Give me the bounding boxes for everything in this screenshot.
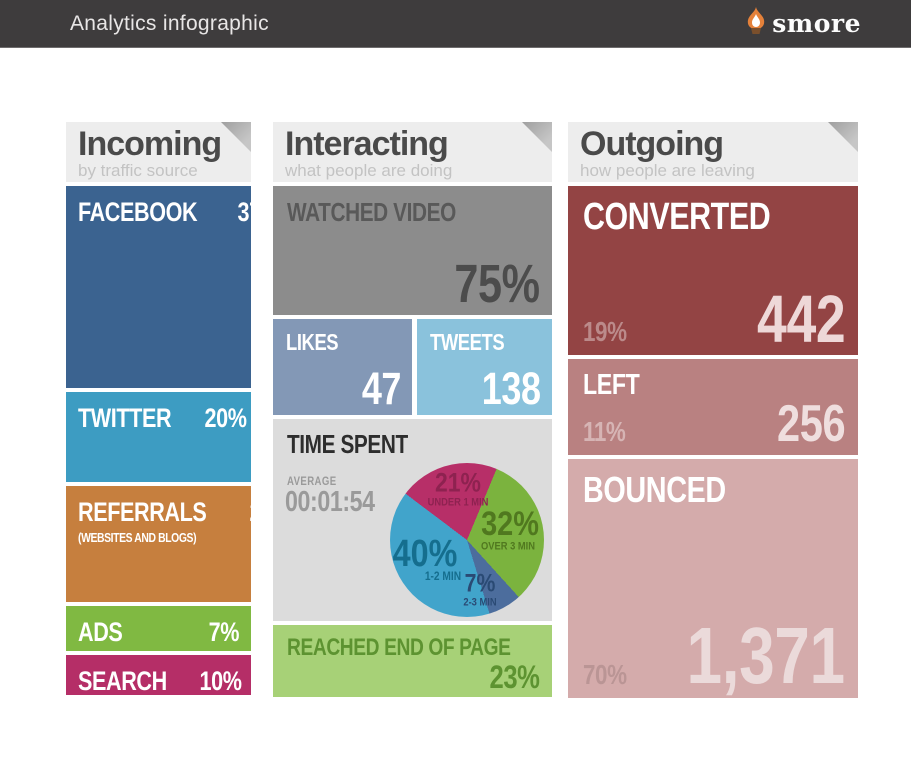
smore-logo[interactable]: smore (745, 7, 861, 40)
pie-value-2-3-min: 7% (464, 569, 496, 598)
bounced-label: BOUNCED (583, 469, 726, 510)
pie-label-1-2-min: 1-2 MIN (424, 569, 462, 583)
interacting-title: Interacting (285, 125, 449, 163)
tweets-value: 138 (482, 363, 541, 414)
converted-count: 442 (756, 282, 846, 357)
average-label: AVERAGE (287, 474, 337, 488)
interacting-header: Interacting what people are doing (273, 122, 552, 182)
incoming-subtitle: by traffic source (78, 161, 198, 180)
watched-video-block: WATCHED VIDEO 75% (273, 186, 552, 315)
pie-value-1-2-min: 40% (392, 533, 458, 575)
referrals-sublabel: (WEBSITES AND BLOGS) (78, 530, 197, 545)
watched-video-label: WATCHED VIDEO (287, 197, 456, 227)
time-spent-pie-chart (390, 463, 544, 617)
incoming-header: Incoming by traffic source (66, 122, 251, 182)
time-spent-block: TIME SPENT AVERAGE 00:01:54 21% UNDER 1 … (273, 419, 552, 621)
time-spent-label: TIME SPENT (287, 429, 408, 459)
watched-video-value: 75% (454, 254, 541, 314)
likes-block: LIKES 47 (273, 319, 412, 415)
incoming-row-referrals: REFERRALS 26% (WEBSITES AND BLOGS) (66, 486, 291, 602)
pie-label-2-3-min: 2-3 MIN (463, 596, 497, 609)
outgoing-row-converted: CONVERTED 19% 442 (568, 186, 858, 355)
outgoing-header: Outgoing how people are leaving (568, 122, 858, 182)
bounced-percent: 70% (583, 659, 627, 690)
incoming-row-facebook: FACEBOOK 37% (66, 186, 280, 388)
outgoing-row-left: LEFT 11% 256 (568, 359, 858, 455)
outgoing-row-bounced: BOUNCED 70% 1,371 (568, 459, 858, 698)
reached-end-value: 23% (489, 659, 540, 695)
pie-value-under-1-min: 21% (435, 467, 481, 498)
reached-end-block: REACHED END OF PAGE 23% (273, 625, 552, 697)
referrals-label: REFERRALS (78, 497, 207, 527)
reached-end-label: REACHED END OF PAGE (287, 634, 511, 661)
search-value: 10% (199, 666, 242, 696)
converted-label: CONVERTED (583, 196, 771, 238)
bounced-count: 1,371 (686, 611, 846, 700)
pie-label-over-3-min: OVER 3 MIN (480, 540, 536, 553)
likes-label: LIKES (286, 329, 339, 355)
tweets-block: TWEETS 138 (417, 319, 552, 415)
ads-label: ADS (78, 617, 123, 647)
pie-label-under-1-min: UNDER 1 MIN (427, 496, 489, 509)
interacting-subtitle: what people are doing (285, 161, 453, 180)
left-label: LEFT (583, 369, 640, 401)
tweets-label: TWEETS (430, 329, 505, 355)
facebook-value: 37% (237, 197, 280, 227)
page-title: Analytics infographic (70, 11, 269, 35)
likes-value: 47 (361, 363, 402, 414)
incoming-row-ads: ADS 7% (66, 606, 251, 651)
facebook-label: FACEBOOK (78, 197, 198, 227)
ads-value: 7% (208, 617, 240, 647)
left-percent: 11% (583, 416, 626, 447)
flame-icon (745, 7, 767, 40)
top-bar: Analytics infographic smore (0, 0, 911, 48)
converted-percent: 19% (583, 316, 627, 347)
left-count: 256 (776, 395, 846, 453)
average-value: 00:01:54 (285, 486, 375, 518)
incoming-row-search: SEARCH 10% (66, 655, 251, 696)
outgoing-title: Outgoing (580, 125, 724, 163)
twitter-value: 20% (204, 403, 248, 433)
incoming-title: Incoming (78, 125, 222, 163)
twitter-label: TWITTER (78, 403, 172, 433)
smore-logo-text: smore (772, 9, 861, 38)
incoming-row-twitter: TWITTER 20% (66, 392, 251, 482)
outgoing-subtitle: how people are leaving (580, 161, 755, 180)
pie-value-over-3-min: 32% (481, 505, 539, 543)
search-label: SEARCH (78, 666, 167, 696)
